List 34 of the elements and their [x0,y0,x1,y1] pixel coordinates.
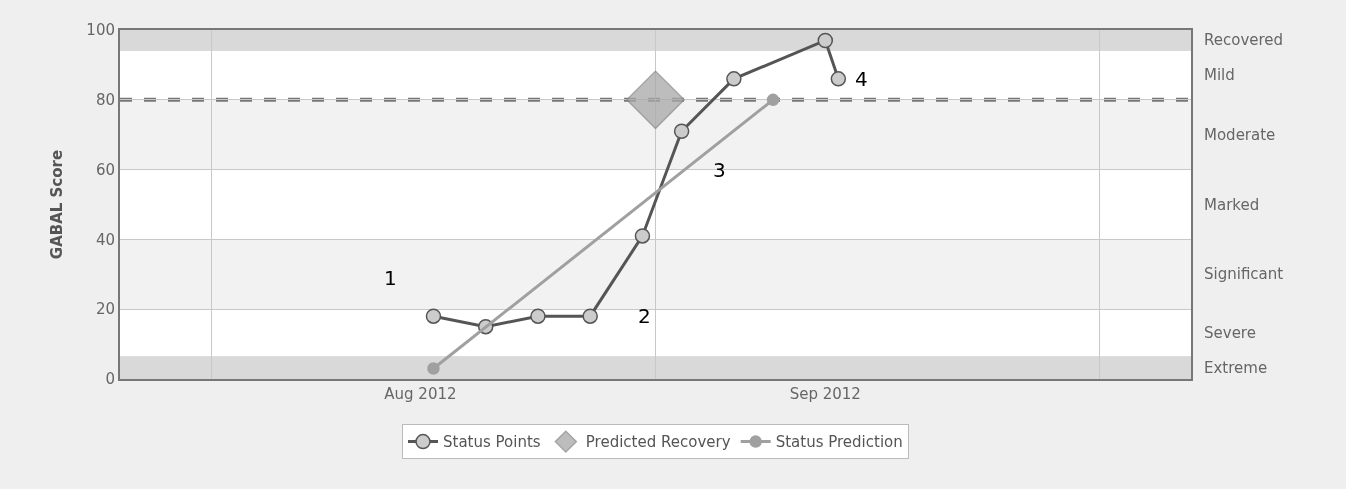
band-label: Moderate [1204,126,1276,144]
point [425,308,442,324]
y-tick-label: 20 [95,300,115,319]
band-label: Mild [1204,66,1235,84]
annotation: 4 [855,67,868,91]
x-tick-label: Sep 2012 [789,385,861,403]
band-label: Significant [1204,265,1284,283]
band-label: Severe [1204,324,1256,342]
point [726,71,742,87]
y-tick-label: 0 [105,370,115,389]
x-tick-label: Aug 2012 [384,385,457,403]
legend-label: Status Prediction [775,433,903,452]
band-label: Marked [1204,196,1260,214]
point [582,308,598,324]
y-tick-label: 80 [95,91,115,110]
point [830,71,847,87]
point [766,93,780,107]
y-tick-label: 100 [86,21,115,40]
point [634,228,651,244]
annotation: 3 [713,158,726,182]
y-tick-label: 60 [95,160,115,179]
point [626,70,685,130]
legend-label: Status Points [443,433,541,452]
band-label: Extreme [1204,359,1268,377]
y-axis-title: GABAL Score [48,149,67,260]
annotation: 2 [638,304,651,328]
annotation: 1 [384,266,397,290]
point [427,362,440,375]
y-tick-label: 40 [95,230,115,249]
point [817,32,834,49]
legend-label: Predicted Recovery [585,433,731,452]
point [673,123,690,139]
band-label: Recovered [1204,31,1284,49]
point [530,308,546,324]
